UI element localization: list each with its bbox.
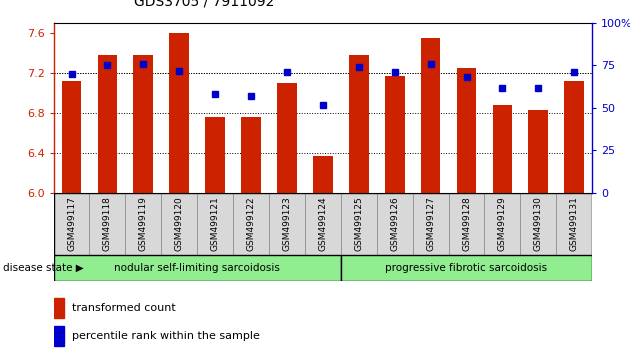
Bar xyxy=(54,298,64,318)
Bar xyxy=(305,193,341,255)
Bar xyxy=(564,81,584,193)
Text: disease state ▶: disease state ▶ xyxy=(3,263,84,273)
Text: nodular self-limiting sarcoidosis: nodular self-limiting sarcoidosis xyxy=(114,263,280,273)
Bar xyxy=(134,55,153,193)
Text: GSM499120: GSM499120 xyxy=(175,196,184,251)
Bar xyxy=(457,68,476,193)
Bar xyxy=(277,83,297,193)
Bar xyxy=(161,193,197,255)
Text: GSM499118: GSM499118 xyxy=(103,196,112,251)
Bar xyxy=(54,255,341,281)
Text: progressive fibrotic sarcoidosis: progressive fibrotic sarcoidosis xyxy=(386,263,547,273)
Text: GSM499117: GSM499117 xyxy=(67,196,76,251)
Bar xyxy=(54,193,89,255)
Text: GSM499131: GSM499131 xyxy=(570,196,579,251)
Bar xyxy=(62,81,81,193)
Bar xyxy=(520,193,556,255)
Bar xyxy=(484,193,520,255)
Bar xyxy=(421,38,440,193)
Bar xyxy=(529,110,548,193)
Text: GSM499121: GSM499121 xyxy=(210,196,220,251)
Text: GDS3705 / 7911092: GDS3705 / 7911092 xyxy=(134,0,275,9)
Bar xyxy=(197,193,233,255)
Text: percentile rank within the sample: percentile rank within the sample xyxy=(72,331,260,341)
Bar xyxy=(413,193,449,255)
Bar xyxy=(349,55,369,193)
Bar xyxy=(125,193,161,255)
Bar xyxy=(169,33,189,193)
Bar xyxy=(241,117,261,193)
Text: GSM499124: GSM499124 xyxy=(318,196,328,251)
Text: GSM499125: GSM499125 xyxy=(354,196,364,251)
Text: GSM499127: GSM499127 xyxy=(426,196,435,251)
Bar xyxy=(449,193,484,255)
Bar xyxy=(54,326,64,346)
Text: transformed count: transformed count xyxy=(72,303,176,313)
Bar xyxy=(493,105,512,193)
Text: GSM499128: GSM499128 xyxy=(462,196,471,251)
Bar xyxy=(341,255,592,281)
Text: GSM499123: GSM499123 xyxy=(282,196,292,251)
Bar xyxy=(377,193,413,255)
Bar xyxy=(89,193,125,255)
Bar xyxy=(233,193,269,255)
Text: GSM499130: GSM499130 xyxy=(534,196,543,251)
Text: GSM499129: GSM499129 xyxy=(498,196,507,251)
Bar xyxy=(98,55,117,193)
Bar xyxy=(269,193,305,255)
Text: GSM499126: GSM499126 xyxy=(390,196,399,251)
Bar xyxy=(313,156,333,193)
Text: GSM499119: GSM499119 xyxy=(139,196,148,251)
Text: GSM499122: GSM499122 xyxy=(246,196,256,251)
Bar xyxy=(385,76,404,193)
Bar xyxy=(556,193,592,255)
Bar xyxy=(341,193,377,255)
Bar xyxy=(205,117,225,193)
